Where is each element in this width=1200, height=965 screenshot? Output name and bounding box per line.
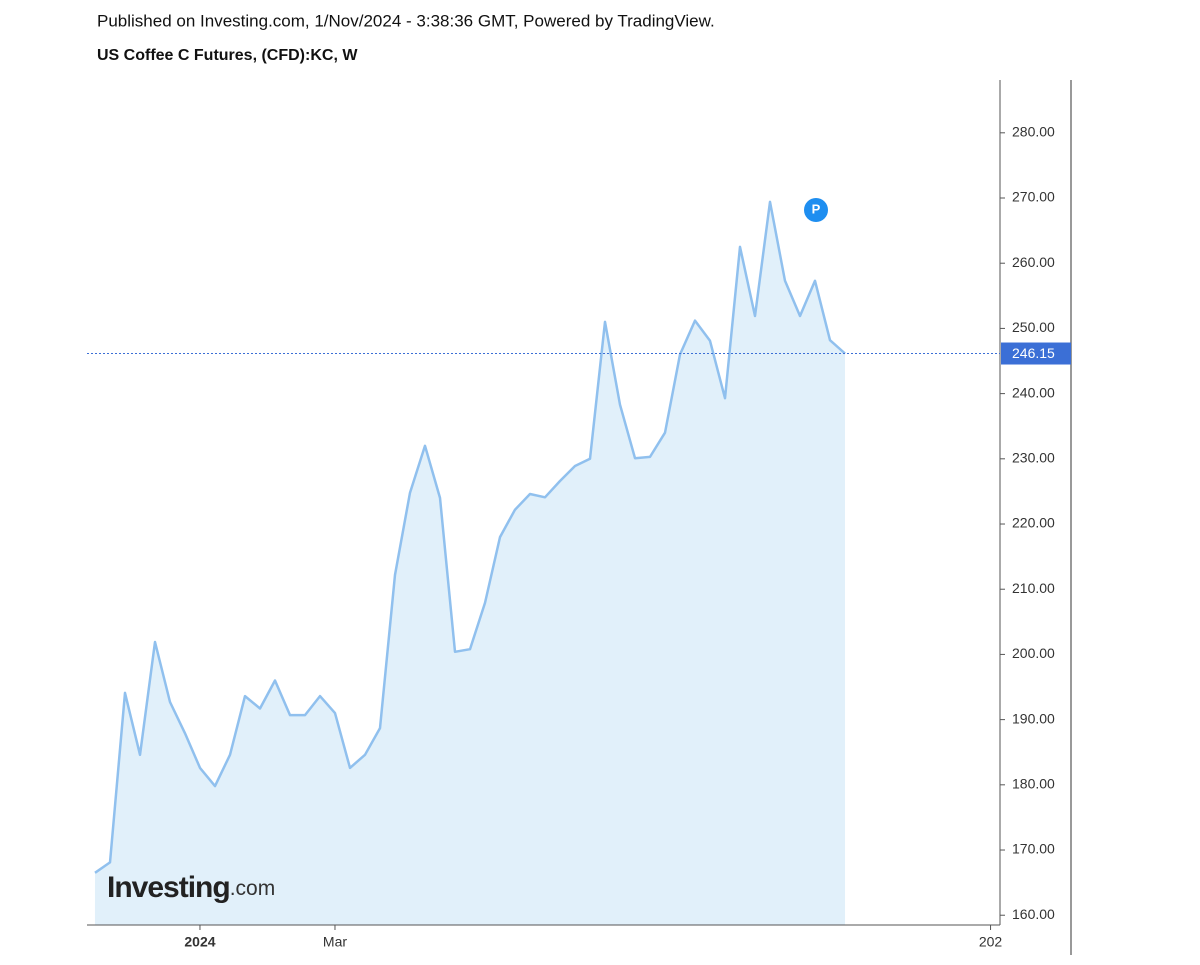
y-tick-label: 270.00 (1012, 189, 1055, 205)
last-value-label: 246.15 (1012, 345, 1055, 361)
watermark-suffix: .com (230, 877, 276, 900)
marker-badge (804, 198, 828, 222)
line (94, 200, 846, 874)
chart-title: US Coffee C Futures, (CFD):KC, W (97, 47, 358, 64)
watermark: Investing.com (107, 871, 275, 904)
y-tick-label: 260.00 (1012, 254, 1055, 270)
y-tick-label: 280.00 (1012, 124, 1055, 140)
x-tick-label: Mar (323, 934, 347, 950)
plot (94, 200, 846, 925)
y-tick-label: 220.00 (1012, 515, 1055, 531)
y-tick-label: 190.00 (1012, 710, 1055, 726)
y-tick-label: 210.00 (1012, 580, 1055, 596)
last-value-badge (1001, 342, 1071, 365)
area (94, 201, 846, 925)
y-tick-label: 230.00 (1012, 450, 1055, 466)
marker-label: P (812, 201, 821, 216)
y-tick-label: 180.00 (1012, 776, 1055, 792)
header: Published on Investing.com, 1/Nov/2024 -… (97, 11, 715, 30)
x-tick-label: 202 (979, 934, 1003, 950)
y-tick-label: 200.00 (1012, 645, 1055, 661)
y-tick-label: 240.00 (1012, 384, 1055, 400)
y-tick-label: 250.00 (1012, 319, 1055, 335)
y-tick-label: 170.00 (1012, 841, 1055, 857)
watermark-main: Investing (107, 871, 230, 904)
x-tick-label: 2024 (184, 934, 215, 950)
y-tick-label: 160.00 (1012, 906, 1055, 922)
